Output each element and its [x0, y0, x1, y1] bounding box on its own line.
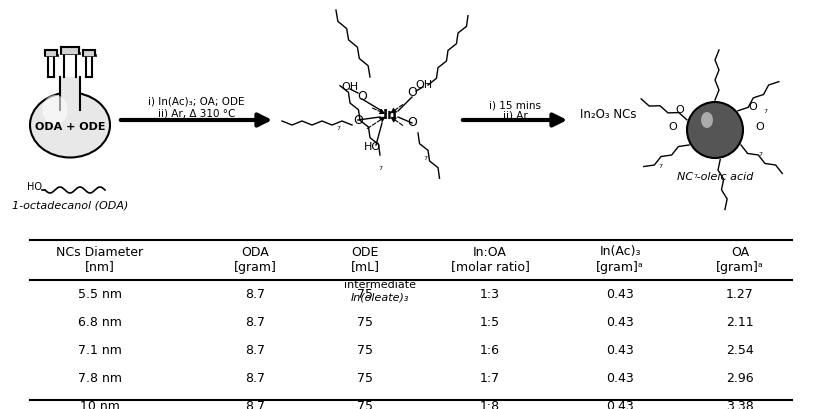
Text: NCs Diameter: NCs Diameter — [57, 245, 144, 258]
Text: O: O — [407, 86, 417, 99]
Text: O: O — [407, 117, 417, 130]
Text: [gram]ᵃ: [gram]ᵃ — [596, 261, 644, 274]
Text: ₇: ₇ — [758, 148, 762, 158]
Text: 8.7: 8.7 — [245, 373, 265, 386]
Text: O: O — [668, 122, 677, 132]
Text: ii) Ar, Δ 310 °C: ii) Ar, Δ 310 °C — [158, 109, 235, 119]
Bar — [60, 77, 80, 107]
Text: 75: 75 — [357, 400, 373, 409]
Text: ₇: ₇ — [763, 105, 767, 115]
Text: intermediate: intermediate — [344, 280, 416, 290]
Text: 0.43: 0.43 — [606, 344, 634, 357]
Text: 0.43: 0.43 — [606, 288, 634, 301]
Text: 5.5 nm: 5.5 nm — [78, 288, 122, 301]
Text: 1:6: 1:6 — [480, 344, 500, 357]
Text: [nm]: [nm] — [85, 261, 115, 274]
Text: In:OA: In:OA — [473, 245, 507, 258]
Text: In(oleate)₃: In(oleate)₃ — [351, 293, 409, 303]
Text: ₇: ₇ — [693, 170, 697, 180]
Text: ₇: ₇ — [423, 152, 427, 162]
Text: In: In — [382, 108, 398, 122]
Text: 8.7: 8.7 — [245, 344, 265, 357]
Text: 7.1 nm: 7.1 nm — [78, 344, 122, 357]
Text: 0.43: 0.43 — [606, 373, 634, 386]
Text: 6.8 nm: 6.8 nm — [78, 317, 122, 330]
Text: ii) Ar: ii) Ar — [502, 111, 528, 121]
Text: [gram]: [gram] — [233, 261, 276, 274]
Text: In₂O₃ NCs: In₂O₃ NCs — [580, 108, 636, 121]
Text: 0.43: 0.43 — [606, 317, 634, 330]
Text: OH: OH — [341, 82, 358, 92]
Text: 8.7: 8.7 — [245, 400, 265, 409]
Text: O: O — [755, 122, 764, 132]
Text: O: O — [357, 90, 367, 103]
Text: ODE: ODE — [351, 245, 379, 258]
Text: 0.43: 0.43 — [606, 400, 634, 409]
Text: 1-octadecanol (ODA): 1-octadecanol (ODA) — [12, 200, 128, 210]
Text: 3.38: 3.38 — [726, 400, 754, 409]
Ellipse shape — [43, 95, 67, 125]
Text: 75: 75 — [357, 317, 373, 330]
Text: ODA: ODA — [241, 245, 269, 258]
Text: ₇: ₇ — [378, 162, 382, 172]
Text: 1:5: 1:5 — [480, 317, 500, 330]
Text: 1:7: 1:7 — [480, 373, 500, 386]
Text: 1:3: 1:3 — [480, 288, 500, 301]
Ellipse shape — [701, 112, 713, 128]
Text: In(Ac)₃: In(Ac)₃ — [599, 245, 641, 258]
Text: ₇: ₇ — [658, 160, 662, 170]
Text: HO: HO — [27, 182, 42, 192]
Text: ODA + ODE: ODA + ODE — [35, 122, 105, 132]
Text: OA: OA — [731, 245, 749, 258]
Text: 7.8 nm: 7.8 nm — [78, 373, 122, 386]
Text: 2.96: 2.96 — [726, 373, 754, 386]
Ellipse shape — [30, 92, 110, 157]
Text: 8.7: 8.7 — [245, 288, 265, 301]
Text: O: O — [749, 102, 757, 112]
Text: i) 15 mins: i) 15 mins — [489, 100, 541, 110]
Text: [mL]: [mL] — [350, 261, 380, 274]
Text: [molar ratio]: [molar ratio] — [450, 261, 529, 274]
Text: O: O — [353, 114, 363, 126]
Circle shape — [687, 102, 743, 158]
Text: 10 nm: 10 nm — [80, 400, 120, 409]
Text: [gram]ᵃ: [gram]ᵃ — [716, 261, 764, 274]
Text: HO: HO — [363, 142, 381, 152]
Text: 1:8: 1:8 — [480, 400, 500, 409]
Text: 75: 75 — [357, 288, 373, 301]
Text: 75: 75 — [357, 344, 373, 357]
Text: 1.27: 1.27 — [726, 288, 754, 301]
Text: ₇: ₇ — [336, 122, 340, 132]
Text: 8.7: 8.7 — [245, 317, 265, 330]
Text: 75: 75 — [357, 373, 373, 386]
Text: i) In(Ac)₃; OA; ODE: i) In(Ac)₃; OA; ODE — [148, 97, 245, 107]
Text: O: O — [676, 105, 685, 115]
Text: 2.54: 2.54 — [726, 344, 754, 357]
Text: OH: OH — [415, 80, 432, 90]
Text: NC -oleic acid: NC -oleic acid — [677, 172, 753, 182]
Text: 2.11: 2.11 — [726, 317, 754, 330]
